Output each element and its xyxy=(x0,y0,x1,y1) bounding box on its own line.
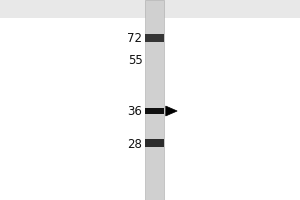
FancyBboxPatch shape xyxy=(145,108,164,114)
FancyBboxPatch shape xyxy=(145,139,164,147)
Text: 36: 36 xyxy=(128,105,142,118)
Text: 55: 55 xyxy=(128,54,142,68)
FancyBboxPatch shape xyxy=(0,0,300,18)
FancyBboxPatch shape xyxy=(145,0,164,200)
Polygon shape xyxy=(166,106,177,116)
Text: 28: 28 xyxy=(128,138,142,150)
Text: 72: 72 xyxy=(128,32,142,46)
FancyBboxPatch shape xyxy=(145,34,164,42)
